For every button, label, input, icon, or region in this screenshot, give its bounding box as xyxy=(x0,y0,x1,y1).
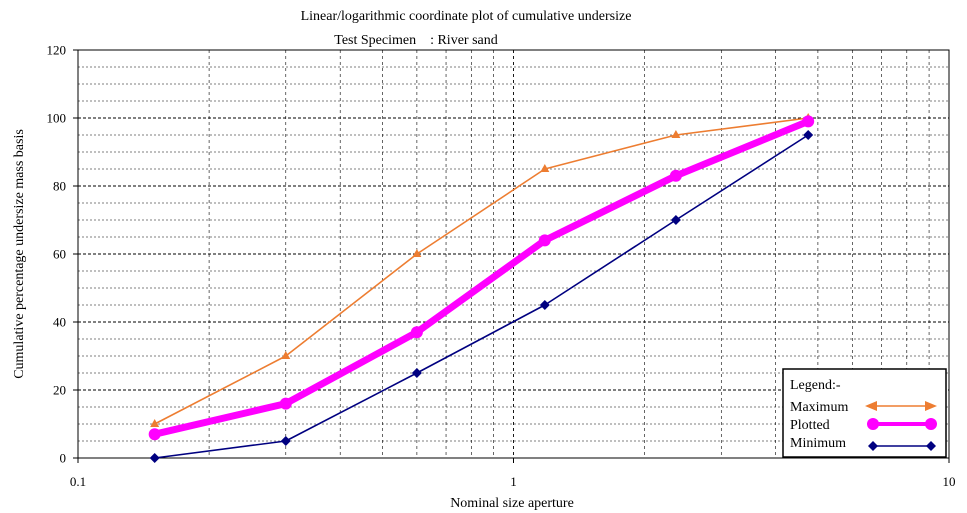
legend-title: Legend:- xyxy=(790,378,841,393)
chart-title: Linear/logarithmic coordinate plot of cu… xyxy=(301,9,632,24)
legend-marker-minimum xyxy=(868,441,878,451)
legend-swatch-maximum xyxy=(865,401,937,411)
data-point-minimum xyxy=(670,215,681,225)
y-axis-label: Cumulative percentage undersize mass bas… xyxy=(12,129,27,379)
legend: Legend:- Maximum Plotted Minimum xyxy=(782,368,947,458)
data-point-minimum xyxy=(803,130,814,140)
legend-label-maximum: Maximum xyxy=(790,400,848,415)
legend-label-minimum: Minimum xyxy=(790,436,846,451)
legend-swatch-minimum xyxy=(868,441,936,451)
data-point-maximum xyxy=(281,351,291,359)
x-axis-label: Nominal size aperture xyxy=(450,496,574,511)
series-line-minimum xyxy=(153,134,810,459)
y-tick-label: 20 xyxy=(53,383,66,398)
x-axis: 0.1 1 10 xyxy=(70,458,956,489)
data-point-maximum xyxy=(412,249,422,257)
data-point-minimum xyxy=(280,436,291,446)
data-point-plotted xyxy=(279,397,292,410)
data-point-minimum xyxy=(539,300,550,310)
y-tick-label: 40 xyxy=(53,315,66,330)
data-point-plotted xyxy=(410,326,423,339)
x-tick-label: 10 xyxy=(943,474,956,489)
data-point-plotted xyxy=(802,115,815,128)
y-axis: 0 20 40 60 80 100 120 xyxy=(47,43,78,466)
y-tick-label: 100 xyxy=(47,111,67,126)
data-point-minimum xyxy=(411,368,422,378)
data-point-maximum xyxy=(671,130,681,138)
legend-marker-maximum xyxy=(925,401,937,411)
x-tick-label: 1 xyxy=(510,474,517,489)
legend-marker-maximum xyxy=(865,401,877,411)
legend-box xyxy=(782,368,947,458)
legend-swatch-plotted xyxy=(867,418,937,430)
legend-marker-plotted xyxy=(925,418,937,430)
legend-marker-plotted xyxy=(867,418,879,430)
chart-subtitle: Test Specimen : River sand xyxy=(334,33,498,48)
x-tick-label: 0.1 xyxy=(70,474,86,489)
series-plotted xyxy=(148,115,815,441)
series-line-plotted xyxy=(151,117,812,438)
legend-marker-minimum xyxy=(926,441,936,451)
series-layer xyxy=(148,113,815,463)
data-point-plotted xyxy=(669,169,682,182)
series-line-maximum xyxy=(153,117,810,425)
data-point-plotted xyxy=(538,234,551,247)
y-tick-label: 120 xyxy=(47,43,67,58)
y-tick-label: 0 xyxy=(60,451,67,466)
data-point-maximum xyxy=(150,419,160,427)
data-point-minimum xyxy=(149,453,160,463)
legend-label-plotted: Plotted xyxy=(790,418,830,433)
data-point-maximum xyxy=(540,164,550,172)
data-point-plotted xyxy=(148,428,161,441)
y-tick-label: 60 xyxy=(53,247,66,262)
series-minimum xyxy=(149,130,814,463)
y-tick-label: 80 xyxy=(53,179,66,194)
